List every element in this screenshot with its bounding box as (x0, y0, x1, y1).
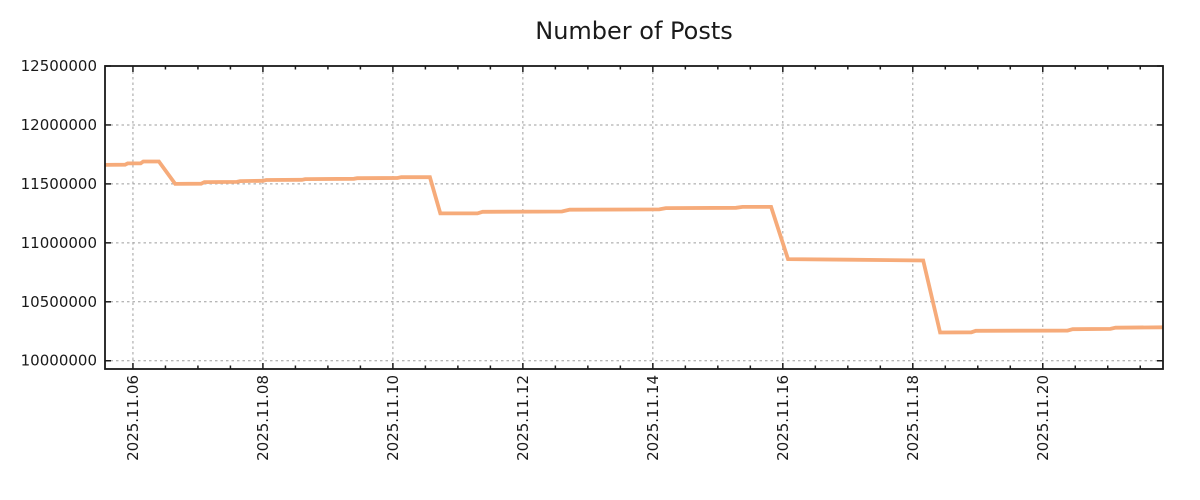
x-tick-label: 2025.11.16 (774, 375, 792, 461)
x-tick-label: 2025.11.12 (514, 375, 532, 461)
y-tick-label: 11000000 (21, 234, 97, 252)
x-tick-label: 2025.11.08 (254, 375, 272, 461)
x-tick-label: 2025.11.10 (384, 375, 402, 461)
y-tick-label: 12000000 (21, 116, 97, 134)
y-tick-label: 11500000 (21, 175, 97, 193)
data-line (104, 159, 1164, 335)
y-tick-label: 10500000 (21, 293, 97, 311)
x-tick-label: 2025.11.06 (124, 375, 142, 461)
y-tick-label: 10000000 (21, 352, 97, 370)
x-tick-label: 2025.11.14 (644, 375, 662, 461)
plot-border (104, 65, 1164, 370)
y-tick-label: 12500000 (21, 57, 97, 75)
x-tick-label: 2025.11.20 (1034, 375, 1052, 461)
chart-title: Number of Posts (535, 17, 733, 45)
x-tick-label: 2025.11.18 (904, 375, 922, 461)
